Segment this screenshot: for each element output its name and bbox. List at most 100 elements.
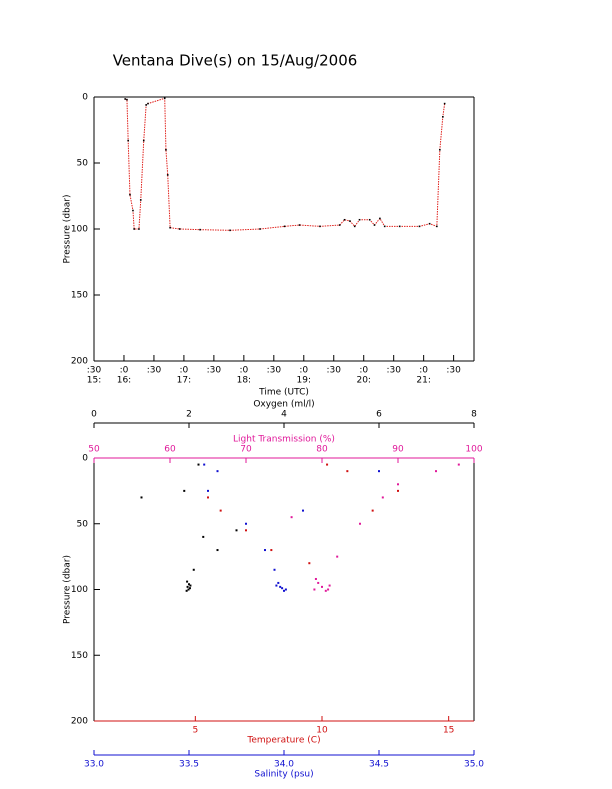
hour-label: 21: [416,376,430,386]
hour-label: 18: [237,376,251,386]
data-point [397,483,399,486]
dive-point [418,225,421,228]
x-tick-label: 6 [376,410,382,420]
dive-point [428,222,431,225]
dive-point [353,225,356,228]
y-tick-label: 150 [71,291,88,301]
data-point [314,577,317,580]
data-point [245,529,247,532]
x-tick-label: 60 [164,445,176,455]
x-tick-label: :0 [180,366,189,376]
data-point [189,584,192,587]
dive-point [298,224,301,226]
x-tick-label: :30 [147,366,162,376]
data-point [290,516,293,519]
data-point [336,555,339,558]
x-tick-label: :30 [386,366,401,376]
dive-point [129,193,131,196]
data-point [359,522,361,525]
y-tick-label: 50 [77,159,89,169]
data-point [381,496,384,499]
data-point [188,587,191,590]
x-tick-label: 15 [443,726,454,736]
x-tick-label: 2 [186,410,192,420]
x-tick-label: 0 [91,410,97,420]
dive-point [319,225,321,228]
data-point [187,588,190,591]
data-point [457,463,460,466]
x-tick-label: 34.5 [369,760,389,770]
dive-point [163,97,166,100]
x-axis-title: Temperature (C) [246,736,320,746]
x-tick-label: 80 [316,445,328,455]
dive-point [133,228,135,230]
data-point [283,589,285,592]
dive-point [439,149,441,151]
data-point [203,463,206,466]
x-tick-label: 34.0 [274,760,294,770]
dive-point [139,199,142,201]
x-axis-title: Salinity (psu) [254,770,313,780]
y-axis-title: Pressure (dbar) [63,555,73,624]
dive-point [145,104,147,106]
x-tick-label: 33.5 [179,760,199,770]
x-tick-label: 10 [316,726,328,736]
hour-label: 15: [87,376,101,386]
y-tick-label: 100 [71,225,88,235]
x-tick-label: 35.0 [464,760,484,770]
title: Ventana Dive(s) on 15/Aug/2006 [113,52,358,70]
data-point [245,522,247,525]
data-point [327,588,330,591]
y-tick-label: 0 [82,93,88,103]
data-point [371,509,374,512]
dive-point [147,102,149,105]
x-tick-label: 4 [281,410,287,420]
dive-point [124,98,126,100]
data-point [183,489,186,492]
dive-point [373,224,376,226]
x-tick-label: :0 [120,366,129,376]
x-tick-label: :0 [239,366,248,376]
data-point [219,509,222,512]
x-tick-label: :0 [299,366,308,376]
data-point [435,470,437,473]
dive-point [142,139,145,142]
dive-point [199,228,201,231]
data-point [284,588,287,591]
data-point [313,588,316,591]
data-point [273,568,276,571]
dive-point [283,225,286,228]
y-tick-label: 100 [71,585,88,595]
data-point [186,580,189,583]
dive-point [169,226,171,229]
data-point [207,496,209,499]
y-axis-title: Pressure (dbar) [63,195,73,264]
data-point [216,549,219,552]
dive-point [178,228,181,230]
data-point [192,568,195,571]
dive-point [127,139,129,142]
x-tick-label: :30 [446,366,461,376]
data-point [281,587,284,590]
data-point [302,509,304,512]
data-point [321,585,323,588]
x-tick-label: :30 [207,366,222,376]
data-point [308,562,311,565]
dive-point [126,98,128,101]
x-tick-label: :0 [419,366,428,376]
x-tick-label: 33.0 [84,760,104,770]
dive-point [383,225,386,228]
x-tick-label: :30 [267,366,282,376]
data-point [324,589,327,592]
dive-point [398,225,401,228]
dive-point [338,224,341,226]
data-point [277,581,280,584]
dive-point [443,102,446,105]
data-point [397,489,399,492]
hour-label: 20: [356,376,370,386]
data-point [317,581,320,584]
data-point [202,535,205,538]
data-point [326,463,329,466]
dive-point [132,209,134,212]
